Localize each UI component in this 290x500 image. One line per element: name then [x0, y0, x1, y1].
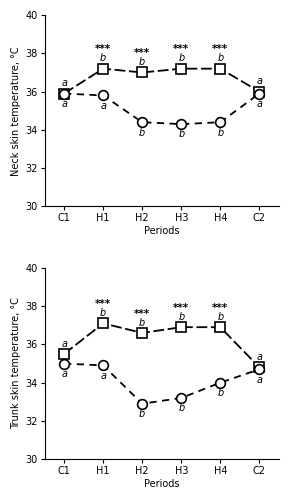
X-axis label: Periods: Periods — [144, 226, 180, 236]
Y-axis label: Neck skin temperature, °C: Neck skin temperature, °C — [11, 46, 21, 176]
Text: b: b — [139, 409, 145, 419]
Text: ***: *** — [134, 48, 150, 58]
Text: b: b — [217, 54, 223, 64]
Y-axis label: Trunk skin temperature, °C: Trunk skin temperature, °C — [11, 298, 21, 430]
Text: a: a — [100, 101, 106, 111]
Text: ***: *** — [173, 44, 189, 54]
Text: ***: *** — [95, 299, 111, 309]
Text: ***: *** — [212, 44, 229, 54]
Text: a: a — [256, 352, 262, 362]
Text: b: b — [139, 128, 145, 138]
Text: ***: *** — [212, 303, 229, 313]
Text: a: a — [256, 76, 262, 86]
Text: ***: *** — [95, 44, 111, 54]
Text: a: a — [100, 371, 106, 381]
Text: ***: *** — [134, 308, 150, 318]
Text: b: b — [100, 54, 106, 64]
Text: a: a — [61, 78, 67, 88]
Text: b: b — [178, 130, 184, 140]
Text: b: b — [178, 54, 184, 64]
Text: b: b — [217, 388, 223, 398]
Text: a: a — [61, 99, 67, 109]
Text: b: b — [178, 404, 184, 413]
Text: b: b — [217, 312, 223, 322]
Text: b: b — [178, 312, 184, 322]
X-axis label: Periods: Periods — [144, 479, 180, 489]
Text: a: a — [61, 369, 67, 379]
Text: a: a — [256, 99, 262, 109]
Text: b: b — [139, 318, 145, 328]
Text: b: b — [139, 57, 145, 67]
Text: b: b — [217, 128, 223, 138]
Text: a: a — [256, 374, 262, 384]
Text: ***: *** — [173, 303, 189, 313]
Text: a: a — [61, 338, 67, 348]
Text: b: b — [100, 308, 106, 318]
